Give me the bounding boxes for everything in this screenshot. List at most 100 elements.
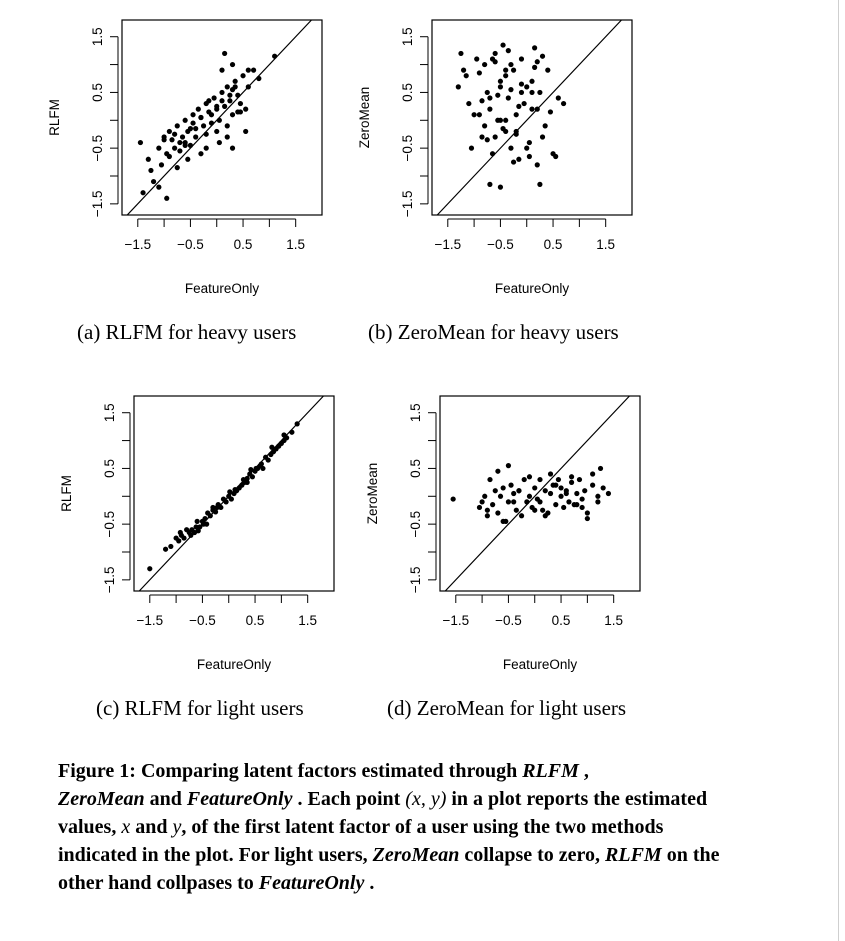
caption-math-xy: (x, y) bbox=[405, 788, 447, 810]
data-point bbox=[216, 139, 222, 146]
data-point bbox=[516, 488, 522, 494]
data-point bbox=[214, 128, 220, 135]
data-point bbox=[495, 468, 501, 474]
data-point bbox=[524, 499, 530, 505]
data-point bbox=[539, 134, 546, 140]
data-point bbox=[561, 504, 567, 511]
data-point bbox=[505, 48, 511, 54]
data-point bbox=[147, 566, 153, 572]
plot-frame bbox=[133, 395, 335, 592]
data-point bbox=[208, 120, 215, 126]
data-point bbox=[566, 499, 572, 505]
data-point bbox=[521, 476, 527, 483]
data-point bbox=[466, 100, 472, 107]
data-point bbox=[240, 73, 246, 79]
data-point bbox=[574, 490, 580, 497]
data-point bbox=[174, 123, 180, 129]
data-point bbox=[555, 476, 562, 483]
data-point bbox=[487, 476, 493, 483]
data-point bbox=[547, 490, 554, 497]
data-point bbox=[508, 87, 514, 93]
data-point bbox=[223, 499, 229, 505]
data-point bbox=[479, 499, 485, 505]
scatter-plot-d: −1.5 −0.5 0.5 1.5 −1.5 −0.5 0.5 1.5 FeatureOnly Z… bbox=[318, 376, 658, 672]
data-point bbox=[482, 61, 488, 68]
x-tick-label: −0.5 bbox=[495, 613, 522, 628]
y-tick-label: 1.5 bbox=[90, 27, 105, 46]
data-point bbox=[211, 95, 217, 101]
data-point bbox=[197, 524, 203, 530]
data-point bbox=[534, 106, 540, 112]
x-tick-label: 1.5 bbox=[596, 237, 615, 252]
data-point bbox=[200, 123, 207, 129]
y-tick-label: −0.5 bbox=[408, 511, 423, 538]
data-point bbox=[207, 513, 213, 519]
data-point bbox=[503, 117, 509, 123]
data-point bbox=[526, 493, 533, 499]
y-axis-title: RLFM bbox=[47, 99, 62, 136]
data-point bbox=[224, 123, 230, 129]
data-point bbox=[534, 162, 540, 168]
x-tick-label: 0.5 bbox=[552, 613, 571, 628]
data-point bbox=[177, 139, 183, 146]
data-point bbox=[508, 61, 514, 68]
data-point bbox=[513, 507, 519, 513]
data-point bbox=[164, 195, 170, 201]
caption-math-x: x bbox=[121, 816, 131, 838]
caption-d: (d) ZeroMean for light users bbox=[387, 696, 627, 720]
data-point bbox=[500, 42, 506, 48]
data-point bbox=[595, 499, 601, 505]
data-point bbox=[484, 137, 490, 143]
data-point bbox=[584, 510, 590, 516]
data-point bbox=[497, 184, 504, 190]
data-point bbox=[195, 106, 201, 112]
data-point bbox=[537, 181, 543, 187]
data-point bbox=[518, 89, 525, 96]
caption-term-zeromean: ZeroMean bbox=[372, 844, 460, 866]
y-tick-label: 1.5 bbox=[400, 27, 415, 46]
data-point bbox=[177, 529, 183, 536]
data-point bbox=[518, 81, 525, 87]
identity-line bbox=[444, 395, 630, 592]
data-point bbox=[476, 112, 482, 118]
data-point bbox=[584, 515, 590, 522]
data-point bbox=[468, 145, 475, 151]
data-point bbox=[222, 50, 228, 57]
figure-caption: Figure 1: Comparing latent factors estim… bbox=[58, 757, 738, 897]
data-point bbox=[140, 190, 146, 196]
data-point bbox=[497, 117, 504, 123]
caption-term-rlfm: RLFM bbox=[605, 844, 662, 866]
scatter-plot-a: −1.5 −0.5 0.5 1.5 −1.5 −0.5 0.5 1.5 FeatureOnly R… bbox=[0, 0, 340, 296]
data-point bbox=[198, 151, 204, 157]
y-tick-label: 0.5 bbox=[408, 459, 423, 478]
data-point bbox=[203, 145, 209, 151]
data-point bbox=[148, 167, 154, 174]
scatter-plot-b: −1.5 −0.5 0.5 1.5 −1.5 −0.5 0.5 1.5 FeatureOnly Z… bbox=[310, 0, 650, 296]
data-point bbox=[492, 50, 498, 57]
data-point bbox=[560, 100, 567, 107]
caption-text: . Each point bbox=[292, 788, 406, 810]
data-point bbox=[294, 421, 300, 427]
scatter-svg-c: −1.5 −0.5 0.5 1.5 −1.5 −0.5 0.5 1.5 FeatureOnly R… bbox=[59, 395, 335, 672]
data-point bbox=[547, 109, 554, 115]
scatter-svg-a: −1.5 −0.5 0.5 1.5 −1.5 −0.5 0.5 1.5 FeatureOnly R… bbox=[47, 19, 323, 296]
y-tick-label: −1.5 bbox=[102, 567, 117, 594]
data-point bbox=[172, 145, 178, 151]
data-point bbox=[484, 89, 490, 96]
data-point bbox=[174, 165, 180, 171]
caption-text: , of the first latent factor of a user u… bbox=[58, 816, 664, 866]
data-point bbox=[190, 112, 196, 118]
data-point bbox=[529, 89, 535, 96]
data-point bbox=[177, 148, 183, 154]
caption-text: in a plot reports the estimated values, bbox=[58, 788, 708, 838]
data-point bbox=[272, 53, 278, 59]
data-point bbox=[500, 518, 506, 524]
data-point bbox=[228, 496, 234, 502]
data-point bbox=[181, 535, 187, 541]
data-point bbox=[203, 131, 209, 137]
y-tick-label: −0.5 bbox=[400, 135, 415, 162]
data-point bbox=[156, 184, 162, 190]
data-point bbox=[227, 489, 233, 495]
data-point bbox=[524, 145, 530, 151]
data-point bbox=[194, 518, 200, 524]
